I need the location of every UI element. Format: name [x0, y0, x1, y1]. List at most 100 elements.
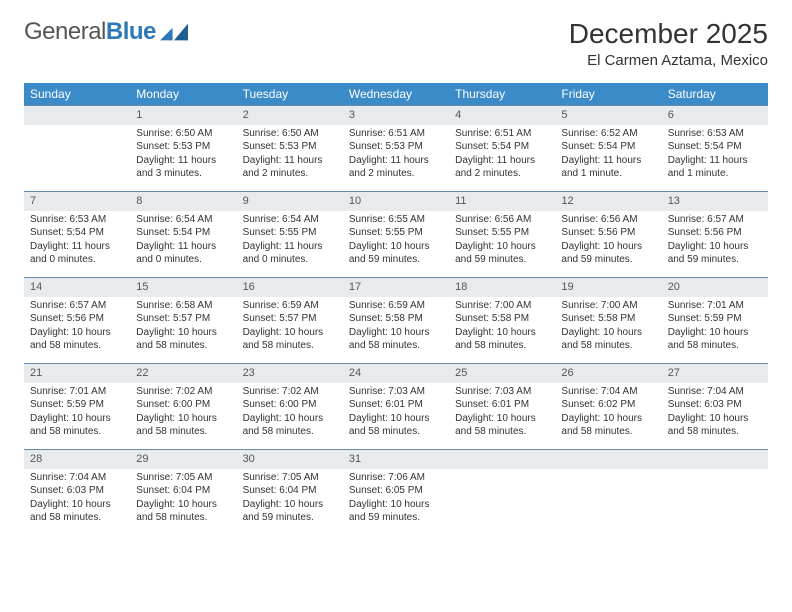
sunset-line: Sunset: 5:55 PM	[455, 226, 549, 240]
sunrise-line: Sunrise: 6:53 AM	[30, 213, 124, 227]
daylight-line: Daylight: 11 hours and 1 minute.	[561, 154, 655, 181]
daylight-line: Daylight: 10 hours and 59 minutes.	[455, 240, 549, 267]
calendar-cell: 31Sunrise: 7:06 AMSunset: 6:05 PMDayligh…	[343, 449, 449, 535]
day-cell: Sunrise: 7:01 AMSunset: 5:59 PMDaylight:…	[24, 383, 130, 445]
sunrise-line: Sunrise: 6:53 AM	[668, 127, 762, 141]
sunrise-line: Sunrise: 7:05 AM	[136, 471, 230, 485]
daylight-line: Daylight: 10 hours and 58 minutes.	[455, 326, 549, 353]
daylight-line: Daylight: 11 hours and 0 minutes.	[30, 240, 124, 267]
day-number: 19	[555, 277, 661, 297]
calendar-cell: 6Sunrise: 6:53 AMSunset: 5:54 PMDaylight…	[662, 105, 768, 191]
sunrise-line: Sunrise: 6:58 AM	[136, 299, 230, 313]
calendar-cell: 19Sunrise: 7:00 AMSunset: 5:58 PMDayligh…	[555, 277, 661, 363]
brand-name: GeneralBlue	[24, 18, 156, 46]
day-number: 1	[130, 105, 236, 125]
day-number: 15	[130, 277, 236, 297]
day-number: 18	[449, 277, 555, 297]
sunset-line: Sunset: 6:04 PM	[136, 484, 230, 498]
calendar-cell: 10Sunrise: 6:55 AMSunset: 5:55 PMDayligh…	[343, 191, 449, 277]
sunrise-line: Sunrise: 7:03 AM	[349, 385, 443, 399]
day-number-empty	[662, 449, 768, 469]
day-number: 10	[343, 191, 449, 211]
sunset-line: Sunset: 5:54 PM	[30, 226, 124, 240]
sunrise-line: Sunrise: 6:55 AM	[349, 213, 443, 227]
calendar-header: SundayMondayTuesdayWednesdayThursdayFrid…	[24, 83, 768, 105]
day-number: 23	[237, 363, 343, 383]
daylight-line: Daylight: 10 hours and 59 minutes.	[668, 240, 762, 267]
day-number: 25	[449, 363, 555, 383]
day-cell: Sunrise: 7:00 AMSunset: 5:58 PMDaylight:…	[449, 297, 555, 359]
sunrise-line: Sunrise: 7:01 AM	[30, 385, 124, 399]
day-number-empty	[555, 449, 661, 469]
calendar-cell: 8Sunrise: 6:54 AMSunset: 5:54 PMDaylight…	[130, 191, 236, 277]
calendar-cell	[662, 449, 768, 535]
calendar-cell: 3Sunrise: 6:51 AMSunset: 5:53 PMDaylight…	[343, 105, 449, 191]
daylight-line: Daylight: 10 hours and 58 minutes.	[30, 498, 124, 525]
day-number: 27	[662, 363, 768, 383]
sunrise-line: Sunrise: 7:03 AM	[455, 385, 549, 399]
sunrise-line: Sunrise: 6:59 AM	[349, 299, 443, 313]
day-number: 6	[662, 105, 768, 125]
day-number: 4	[449, 105, 555, 125]
sunset-line: Sunset: 6:00 PM	[243, 398, 337, 412]
calendar-cell: 23 Sunrise: 7:02 AMSunset: 6:00 PMDayligh…	[237, 363, 343, 449]
daylight-line: Daylight: 10 hours and 58 minutes.	[243, 326, 337, 353]
day-cell: Sunrise: 7:05 AMSunset: 6:04 PMDaylight:…	[130, 469, 236, 531]
sunrise-line: Sunrise: 6:50 AM	[243, 127, 337, 141]
day-cell: Sunrise: 7:03 AMSunset: 6:01 PMDaylight:…	[343, 383, 449, 445]
sunrise-line: Sunrise: 7:05 AM	[243, 471, 337, 485]
location: El Carmen Aztama, Mexico	[569, 52, 768, 69]
sunrise-line: Sunrise: 7:02 AM	[243, 385, 337, 399]
sunset-line: Sunset: 5:53 PM	[243, 140, 337, 154]
daylight-line: Daylight: 11 hours and 1 minute.	[668, 154, 762, 181]
calendar-cell: 12Sunrise: 6:56 AMSunset: 5:56 PMDayligh…	[555, 191, 661, 277]
sunset-line: Sunset: 5:54 PM	[561, 140, 655, 154]
daylight-line: Daylight: 10 hours and 58 minutes.	[243, 412, 337, 439]
sunrise-line: Sunrise: 6:56 AM	[455, 213, 549, 227]
day-number: 14	[24, 277, 130, 297]
sunrise-line: Sunrise: 7:06 AM	[349, 471, 443, 485]
title-block: December 2025 El Carmen Aztama, Mexico	[569, 18, 768, 69]
day-number: 17	[343, 277, 449, 297]
sunset-line: Sunset: 5:59 PM	[30, 398, 124, 412]
calendar-cell: 9Sunrise: 6:54 AMSunset: 5:55 PMDaylight…	[237, 191, 343, 277]
day-number: 21	[24, 363, 130, 383]
day-cell: Sunrise: 7:06 AMSunset: 6:05 PMDaylight:…	[343, 469, 449, 531]
daylight-line: Daylight: 10 hours and 59 minutes.	[561, 240, 655, 267]
daylight-line: Daylight: 11 hours and 2 minutes.	[455, 154, 549, 181]
sunset-line: Sunset: 5:54 PM	[136, 226, 230, 240]
day-number: 11	[449, 191, 555, 211]
weekday-header: Friday	[555, 83, 661, 105]
sunrise-line: Sunrise: 7:04 AM	[561, 385, 655, 399]
daylight-line: Daylight: 11 hours and 0 minutes.	[243, 240, 337, 267]
calendar-cell: 15Sunrise: 6:58 AMSunset: 5:57 PMDayligh…	[130, 277, 236, 363]
sunrise-line: Sunrise: 6:57 AM	[30, 299, 124, 313]
sunrise-line: Sunrise: 7:00 AM	[455, 299, 549, 313]
calendar-cell: 21Sunrise: 7:01 AMSunset: 5:59 PMDayligh…	[24, 363, 130, 449]
weekday-header: Thursday	[449, 83, 555, 105]
day-number: 9	[237, 191, 343, 211]
day-number: 8	[130, 191, 236, 211]
daylight-line: Daylight: 10 hours and 59 minutes.	[349, 498, 443, 525]
calendar-cell: 24Sunrise: 7:03 AMSunset: 6:01 PMDayligh…	[343, 363, 449, 449]
sunset-line: Sunset: 6:03 PM	[668, 398, 762, 412]
calendar-cell: 26Sunrise: 7:04 AMSunset: 6:02 PMDayligh…	[555, 363, 661, 449]
calendar-cell	[24, 105, 130, 191]
day-cell: Sunrise: 7:04 AMSunset: 6:03 PMDaylight:…	[662, 383, 768, 445]
calendar-body: 1Sunrise: 6:50 AMSunset: 5:53 PMDaylight…	[24, 105, 768, 535]
day-number: 29	[130, 449, 236, 469]
weekday-header: Tuesday	[237, 83, 343, 105]
sunrise-line: Sunrise: 6:50 AM	[136, 127, 230, 141]
calendar-cell: 20Sunrise: 7:01 AMSunset: 5:59 PMDayligh…	[662, 277, 768, 363]
calendar-table: SundayMondayTuesdayWednesdayThursdayFrid…	[24, 83, 768, 535]
day-cell: Sunrise: 6:54 AMSunset: 5:55 PMDaylight:…	[237, 211, 343, 273]
weekday-header: Sunday	[24, 83, 130, 105]
day-number: 2	[237, 105, 343, 125]
calendar-cell: 25Sunrise: 7:03 AMSunset: 6:01 PMDayligh…	[449, 363, 555, 449]
sunrise-line: Sunrise: 6:51 AM	[349, 127, 443, 141]
day-number: 5	[555, 105, 661, 125]
sunset-line: Sunset: 5:53 PM	[349, 140, 443, 154]
daylight-line: Daylight: 10 hours and 59 minutes.	[243, 498, 337, 525]
day-cell: Sunrise: 6:59 AMSunset: 5:57 PMDaylight:…	[237, 297, 343, 359]
calendar-cell	[555, 449, 661, 535]
